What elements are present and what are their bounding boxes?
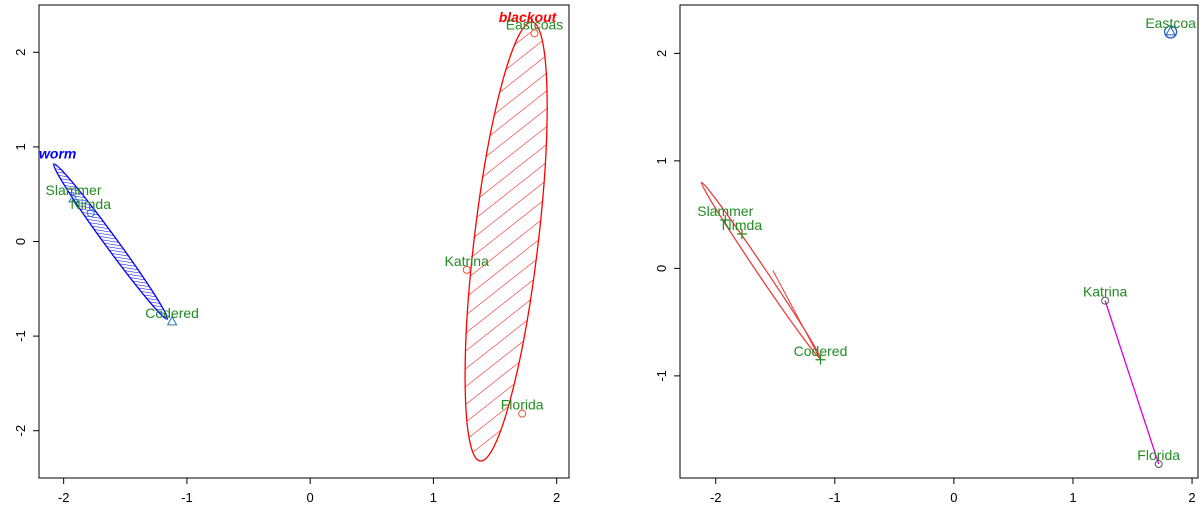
point-label: Katrina [1083, 284, 1128, 300]
point-label: Eastcoa [1145, 15, 1196, 31]
point-marker [462, 265, 471, 274]
point-label: Codered [145, 305, 199, 321]
group-label: blackout [499, 9, 558, 25]
x-tick-label: -1 [181, 490, 193, 505]
y-tick-label: 1 [654, 157, 669, 164]
y-tick-label: 2 [654, 50, 669, 57]
y-tick-label: -1 [13, 330, 28, 342]
point-marker [1154, 460, 1163, 469]
point-label: Florida [1137, 447, 1180, 463]
x-tick-label: -1 [829, 490, 841, 505]
group-axis-line [772, 270, 821, 360]
point-label: Florida [501, 397, 544, 413]
x-tick-label: 2 [553, 490, 560, 505]
group-segment [1104, 300, 1160, 465]
point-marker [166, 315, 178, 326]
y-tick-label: 0 [13, 238, 28, 245]
x-tick-label: 1 [1069, 490, 1076, 505]
point-marker [68, 192, 79, 203]
point-marker [86, 209, 95, 218]
point-marker [518, 409, 527, 418]
point-label: Katrina [445, 253, 490, 269]
point-label: Slammer [46, 182, 102, 198]
point-marker [1101, 296, 1110, 305]
group-label: worm [39, 145, 76, 161]
x-tick-label: -2 [58, 490, 70, 505]
group-ellipse [464, 21, 548, 462]
y-tick-label: 0 [654, 265, 669, 272]
point-marker [720, 215, 731, 225]
point-label: Nimda [71, 196, 112, 212]
y-tick-label: -1 [654, 370, 669, 382]
point-marker [530, 29, 539, 38]
plot-frame [679, 4, 1199, 479]
point-label: Codered [794, 343, 848, 359]
group-ellipse [52, 163, 169, 320]
y-tick-label: 2 [13, 49, 28, 56]
x-tick-label: -2 [710, 490, 722, 505]
x-tick-label: 0 [950, 490, 957, 505]
point-marker [1165, 25, 1176, 36]
point-label: Slammer [697, 203, 753, 219]
point-marker [815, 354, 826, 365]
y-tick-label: 1 [13, 143, 28, 150]
x-tick-label: 0 [307, 490, 314, 505]
x-tick-label: 1 [430, 490, 437, 505]
point-marker [736, 228, 747, 239]
point-label: Eastcoas [506, 16, 564, 32]
point-label: Nimda [722, 217, 763, 233]
y-tick-label: -2 [13, 425, 28, 437]
x-tick-label: 2 [1188, 490, 1195, 505]
